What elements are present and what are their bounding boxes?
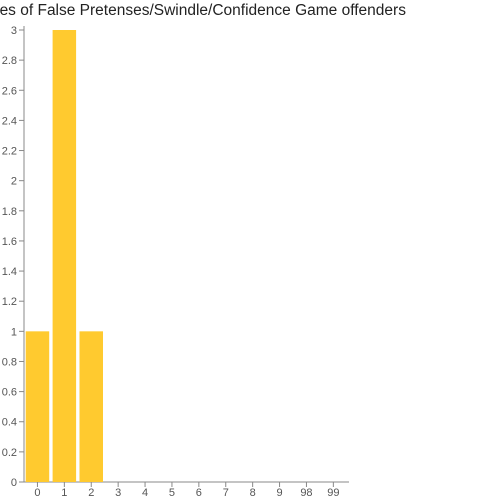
bar-2 <box>79 331 103 482</box>
x-tick-label: 98 <box>300 487 312 499</box>
x-tick-label: 4 <box>142 487 148 499</box>
y-axis: 0 0.2 0.4 0.6 0.8 1 1.2 1.4 1.6 1.8 2 2.2 2.4 2.6 2.8 3 <box>2 25 25 489</box>
chart-title: Races of False Pretenses/Swindle/Confide… <box>0 2 406 19</box>
y-tick-label: 2.6 <box>2 85 17 97</box>
x-tick-label: 8 <box>250 487 256 499</box>
y-tick-label: 2.2 <box>2 146 17 158</box>
y-tick-label: 1 <box>11 326 17 338</box>
y-tick-label: 0.8 <box>2 356 17 368</box>
y-tick-label: 0.2 <box>2 447 17 459</box>
y-tick-label: 3 <box>11 25 17 37</box>
y-tick-label: 2 <box>11 176 17 188</box>
bar-1 <box>52 30 77 482</box>
x-axis: 0 1 2 3 4 5 6 7 8 9 98 99 <box>24 481 349 499</box>
y-tick-label: 0 <box>11 477 17 489</box>
x-tick-label: 9 <box>276 487 282 499</box>
y-tick-label: 2.4 <box>2 115 17 127</box>
x-tick-label: 1 <box>61 487 67 499</box>
x-tick-label: 6 <box>196 487 202 499</box>
x-tick-label: 7 <box>223 487 229 499</box>
y-tick-label: 0.4 <box>2 417 17 429</box>
x-tick-label: 3 <box>115 487 121 499</box>
bar-0 <box>25 331 50 482</box>
bars <box>25 30 103 482</box>
y-tick-label: 0.6 <box>2 387 17 399</box>
x-tick-label: 0 <box>34 487 40 499</box>
y-tick-label: 1.6 <box>2 236 17 248</box>
y-tick-label: 1.2 <box>2 296 17 308</box>
y-tick-label: 1.4 <box>2 266 17 278</box>
x-tick-label: 2 <box>88 487 94 499</box>
x-tick-label: 99 <box>327 487 339 499</box>
y-tick-label: 2.8 <box>2 55 17 67</box>
y-tick-label: 1.8 <box>2 206 17 218</box>
x-tick-label: 5 <box>169 487 175 499</box>
